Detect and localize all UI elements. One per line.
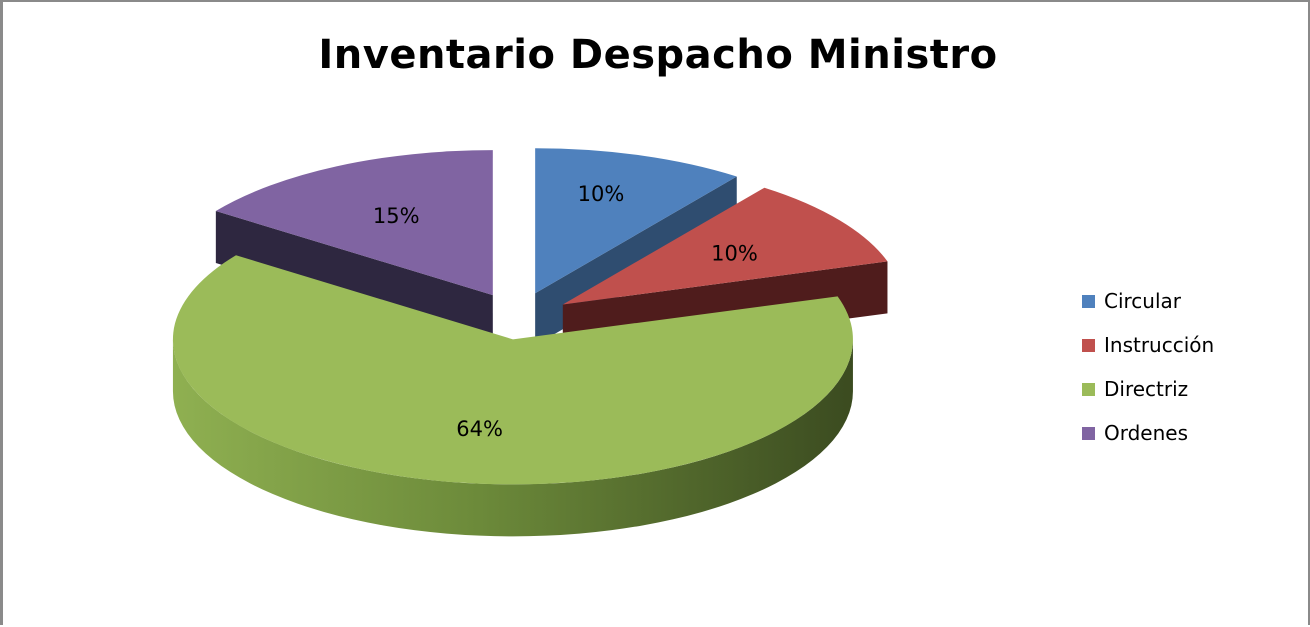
pie-slice-circular <box>535 148 737 294</box>
legend-label-circular: Circular <box>1104 289 1182 313</box>
legend-label-instruccion: Instrucción <box>1104 333 1215 357</box>
data-label-directriz: 64% <box>456 417 503 441</box>
legend-item-circular: Circular <box>1082 279 1214 323</box>
pie-side-directriz <box>172 339 853 537</box>
pie-tops <box>172 148 888 485</box>
legend-label-ordenes: Ordenes <box>1104 421 1189 445</box>
legend-swatch-circular <box>1082 294 1095 308</box>
data-label-circular: 10% <box>578 182 625 206</box>
legend-swatch-instruccion <box>1082 338 1095 352</box>
pie-chart: 10% 10% 64% 15% <box>172 148 888 537</box>
pie-labels: 10% 10% 64% 15% <box>373 182 758 441</box>
legend-swatch-directriz <box>1082 382 1095 396</box>
legend-item-ordenes: Ordenes <box>1082 411 1214 455</box>
legend-item-directriz: Directriz <box>1082 367 1214 411</box>
legend: Circular Instrucción Directriz Ordenes <box>1082 279 1214 455</box>
pie-slice-instrucción <box>562 187 888 305</box>
legend-label-directriz: Directriz <box>1104 377 1189 401</box>
data-label-ordenes: 15% <box>373 204 420 228</box>
chart-title: Inventario Despacho Ministro <box>318 32 998 78</box>
legend-item-instruccion: Instrucción <box>1082 323 1214 367</box>
data-label-instrucción: 10% <box>711 241 758 265</box>
pie-slice-ordenes <box>215 150 493 296</box>
legend-swatch-ordenes <box>1082 426 1095 440</box>
pie-slice-directriz <box>172 255 853 485</box>
